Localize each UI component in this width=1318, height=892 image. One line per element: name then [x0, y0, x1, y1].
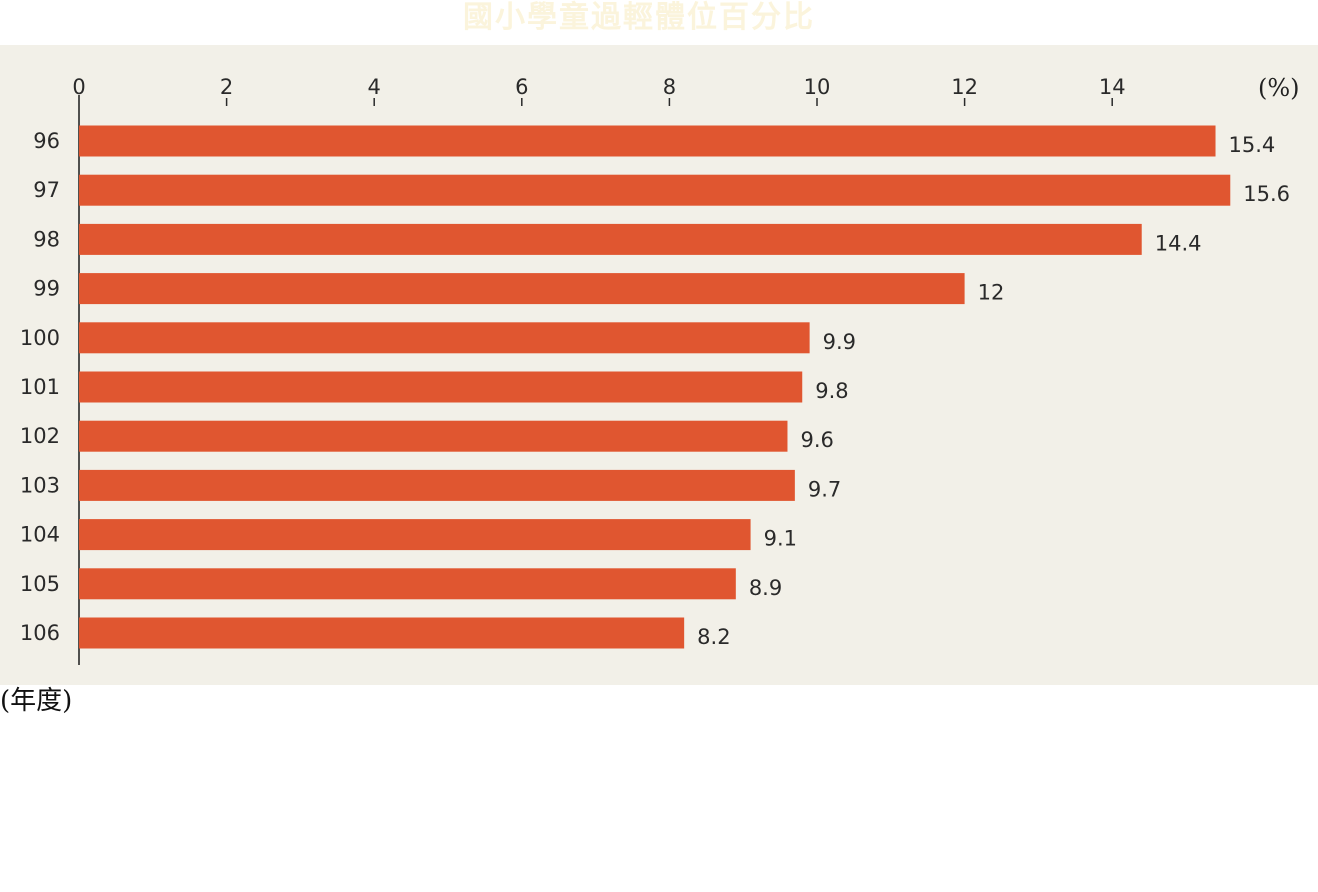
x-tick-label: 6	[515, 75, 528, 99]
bar	[79, 273, 965, 305]
data-label: 8.9	[749, 576, 782, 600]
data-label: 9.9	[823, 330, 856, 354]
data-label: 9.1	[764, 527, 797, 551]
category-label: 104	[20, 523, 60, 547]
category-label: 101	[20, 375, 60, 399]
bar	[79, 469, 795, 501]
category-label: 100	[20, 326, 60, 350]
x-tick-label: 4	[368, 75, 381, 99]
bar	[79, 125, 1216, 157]
value-unit-label: (%)	[1258, 74, 1300, 102]
category-label: 102	[20, 424, 60, 448]
bar	[79, 371, 803, 403]
category-label: 97	[33, 178, 60, 202]
category-label: 105	[20, 572, 60, 596]
data-label: 15.4	[1229, 133, 1276, 157]
category-label: 106	[20, 621, 60, 645]
x-tick-label: 14	[1099, 75, 1126, 99]
category-label: 103	[20, 473, 60, 497]
bar	[79, 617, 685, 649]
x-tick-label: 12	[951, 75, 978, 99]
bar	[79, 322, 810, 354]
category-label: 99	[33, 277, 60, 301]
bar	[79, 519, 751, 551]
category-label: 96	[33, 129, 60, 153]
category-axis-label: (年度)	[0, 686, 73, 716]
category-label: 98	[33, 227, 60, 251]
data-label: 12	[978, 281, 1005, 305]
bar	[79, 174, 1231, 206]
bar	[79, 223, 1142, 255]
data-label: 9.7	[808, 477, 841, 501]
data-label: 9.6	[800, 428, 833, 452]
x-tick-label: 2	[220, 75, 233, 99]
chart-title: 國小學童過輕體位百分比	[463, 0, 815, 35]
x-tick-label: 0	[72, 75, 85, 99]
data-label: 9.8	[815, 379, 848, 403]
x-tick-label: 10	[804, 75, 831, 99]
bar	[79, 420, 788, 452]
data-label: 8.2	[697, 625, 730, 649]
x-tick-label: 8	[663, 75, 676, 99]
data-label: 15.6	[1243, 182, 1290, 206]
bar	[79, 568, 736, 600]
data-label: 14.4	[1155, 231, 1202, 255]
